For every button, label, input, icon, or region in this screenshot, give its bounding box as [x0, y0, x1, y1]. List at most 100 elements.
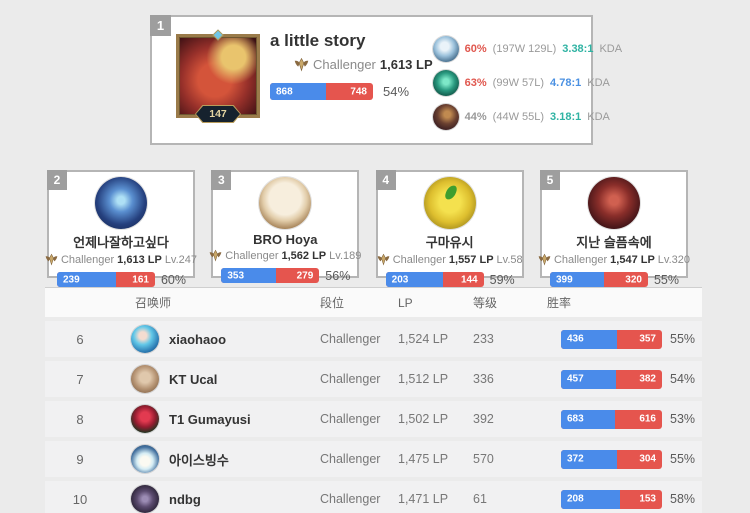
champion-winrate: 60%: [464, 43, 487, 55]
ranking-table: 召唤师 段位 LP 等级 胜率 6 xiaohaoo Challenger 1,…: [45, 287, 702, 513]
win-fill: [57, 272, 116, 287]
tier-line: Challenger 1,547 LP Lv.320: [538, 253, 690, 266]
champion-record: (44W 55L): [492, 111, 545, 123]
winloss-bar: 208 153: [561, 489, 662, 509]
wins-count: 203: [391, 274, 409, 285]
header-lp: LP: [398, 295, 413, 310]
win-fill: [385, 272, 444, 287]
table-row[interactable]: 7 KT Ucal Challenger 1,512 LP 336 457 38…: [45, 361, 702, 397]
wins-count: 457: [567, 373, 584, 385]
tier-label: Challenger: [60, 253, 115, 266]
champion-stat-row[interactable]: 63% (99W 57L) 4.78:1 KDA: [432, 70, 622, 96]
losses-count: 153: [639, 493, 656, 505]
lp-value: 1,547 LP: [610, 253, 655, 266]
winrate-value: 55%: [670, 332, 696, 346]
champion-stat-row[interactable]: 44% (44W 55L) 3.18:1 KDA: [432, 104, 622, 130]
champion-winrate: 44%: [464, 111, 487, 123]
wins-count: 239: [63, 274, 80, 285]
champion-stat-row[interactable]: 60% (197W 129L) 3.38:1 KDA: [432, 36, 623, 62]
wins-count: 868: [276, 86, 293, 97]
losses-count: 357: [639, 333, 656, 345]
summoner-name[interactable]: 언제나잘하고싶다: [73, 235, 169, 250]
summoner-name[interactable]: a little story: [270, 31, 366, 50]
summoner-name[interactable]: KT Ucal: [169, 371, 218, 387]
rank-badge: 4: [375, 170, 396, 190]
tier-line: Challenger 1,557 LP Lv.58: [377, 253, 523, 266]
winloss-bar: 868 748: [270, 83, 373, 100]
winloss-bar: 239 161: [57, 272, 155, 287]
tier-label: Challenger: [225, 249, 279, 262]
champion-icon: [432, 104, 459, 130]
champion-kda: 3.18:1: [550, 111, 582, 123]
row-level: 61: [473, 492, 487, 506]
summoner-name[interactable]: 구마유시: [425, 235, 474, 250]
winrate-value: 53%: [670, 412, 696, 426]
kda-label: KDA: [587, 77, 610, 89]
wins-count: 683: [567, 413, 584, 425]
level-value: Lv.58: [496, 253, 523, 266]
losses-count: 616: [639, 413, 656, 425]
lp-value: 1,613 LP: [379, 57, 433, 72]
top-champions-list: 60% (197W 129L) 3.38:1 KDA 63% (99W 57L)…: [432, 17, 623, 143]
winrate-value: 56%: [325, 268, 351, 283]
wins-count: 353: [227, 270, 245, 281]
row-lp: 1,524 LP: [398, 332, 449, 346]
summoner-name[interactable]: ndbg: [169, 491, 201, 507]
tier-label: Challenger: [553, 253, 608, 266]
summoner-name[interactable]: xiaohaoo: [169, 331, 227, 347]
table-row[interactable]: 9 아이스빙수 Challenger 1,475 LP 570 372 304 …: [45, 441, 702, 477]
avatar-frame-gem-icon: [212, 29, 224, 41]
row-level: 336: [473, 372, 494, 386]
player-card-rank-2[interactable]: 2 언제나잘하고싶다 Challenger 1,613 LP Lv.247 23…: [45, 170, 197, 287]
top-player-card[interactable]: 1 147 a little story Challenger 1,613 LP…: [150, 15, 622, 145]
summoner-name[interactable]: T1 Gumayusi: [169, 411, 251, 427]
winrate-value: 55%: [653, 272, 679, 287]
win-fill: [561, 449, 617, 469]
table-row[interactable]: 10 ndbg Challenger 1,471 LP 61 208 153 5…: [45, 481, 702, 513]
rank-badge: 2: [47, 170, 67, 190]
kda-label: KDA: [599, 43, 623, 55]
win-fill: [221, 268, 277, 283]
lp-value: 1,557 LP: [448, 253, 494, 266]
winloss-bar: 683 616: [561, 409, 662, 429]
wins-count: 399: [555, 274, 573, 285]
top-five-cards: 2 언제나잘하고싶다 Challenger 1,613 LP Lv.247 23…: [45, 170, 690, 287]
champion-record: (99W 57L): [492, 77, 545, 89]
winloss-bar: 353 279: [221, 268, 320, 283]
wins-count: 372: [567, 453, 584, 465]
row-level: 392: [473, 412, 494, 426]
row-rank: 6: [76, 331, 84, 347]
winrate-value: 59%: [489, 272, 515, 287]
champion-kda: 3.38:1: [562, 43, 594, 55]
header-level: 等级: [473, 296, 498, 310]
table-row[interactable]: 6 xiaohaoo Challenger 1,524 LP 233 436 3…: [45, 321, 702, 357]
champion-icon: [432, 36, 459, 62]
win-fill: [561, 369, 616, 389]
header-tier: 段位: [320, 296, 345, 310]
tier-line: Challenger 1,613 LP Lv.247: [45, 253, 197, 266]
champion-icon: [432, 70, 459, 96]
summoner-name[interactable]: BRO Hoya: [253, 232, 318, 247]
losses-count: 748: [350, 86, 367, 97]
losses-count: 279: [296, 270, 314, 281]
winrate-value: 55%: [670, 452, 696, 466]
win-fill: [561, 409, 615, 429]
player-card-rank-5[interactable]: 5 지난 슬픔속에 Challenger 1,547 LP Lv.320 399…: [538, 170, 690, 287]
player-card-rank-3[interactable]: 3 BRO Hoya Challenger 1,562 LP Lv.189 35…: [209, 170, 361, 283]
summoner-name[interactable]: 지난 슬픔속에: [576, 235, 652, 250]
losses-count: 382: [639, 373, 656, 385]
summoner-avatar: [131, 325, 159, 353]
row-rank: 8: [76, 411, 84, 427]
table-row[interactable]: 8 T1 Gumayusi Challenger 1,502 LP 392 68…: [45, 401, 702, 437]
winloss-bar: 372 304: [561, 449, 662, 469]
summoner-avatar: [131, 365, 159, 393]
row-lp: 1,471 LP: [398, 492, 449, 506]
row-rank: 9: [76, 451, 84, 467]
losses-count: 320: [625, 274, 642, 285]
winrate-value: 54%: [383, 84, 410, 99]
winloss-bar: 203 144: [385, 272, 484, 287]
player-card-rank-4[interactable]: 4 구마유시 Challenger 1,557 LP Lv.58 203 144…: [375, 170, 524, 287]
summoner-name[interactable]: 아이스빙수: [169, 452, 229, 468]
row-lp: 1,512 LP: [398, 372, 449, 386]
champion-kda: 4.78:1: [550, 77, 582, 89]
